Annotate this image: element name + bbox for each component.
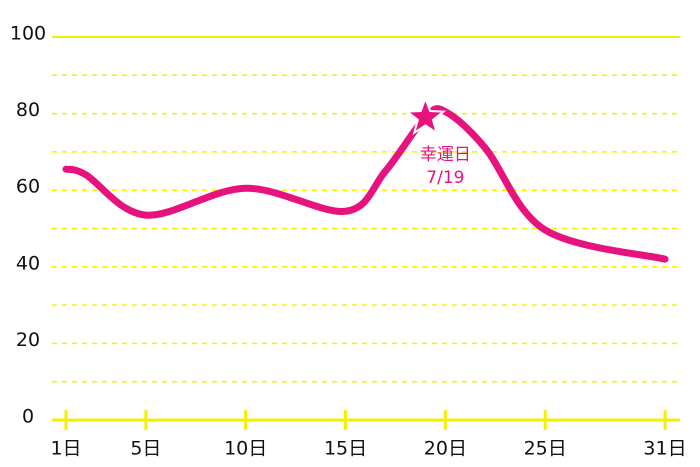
line (62, 105, 669, 263)
x-tick-label: 1日 (50, 438, 81, 460)
y-tick-label: 100 (10, 23, 46, 45)
annotation-text: 幸運日 (420, 145, 471, 165)
x-tick-label: 25日 (524, 438, 567, 460)
y-tick-label: 0 (22, 406, 34, 428)
annotation-date: 7/19 (426, 168, 464, 188)
y-tick-label: 80 (16, 99, 40, 121)
x-tick-label: 31日 (643, 438, 686, 460)
y-tick-label: 40 (16, 252, 40, 274)
y-tick-label: 20 (16, 329, 40, 351)
annotation-star (404, 95, 447, 136)
x-tick-label: 20日 (424, 438, 467, 460)
x-tick-label: 15日 (324, 438, 367, 460)
x-tick-label: 5日 (130, 438, 161, 460)
y-tick-label: 60 (16, 176, 40, 198)
x-tick-label: 10日 (224, 438, 267, 460)
